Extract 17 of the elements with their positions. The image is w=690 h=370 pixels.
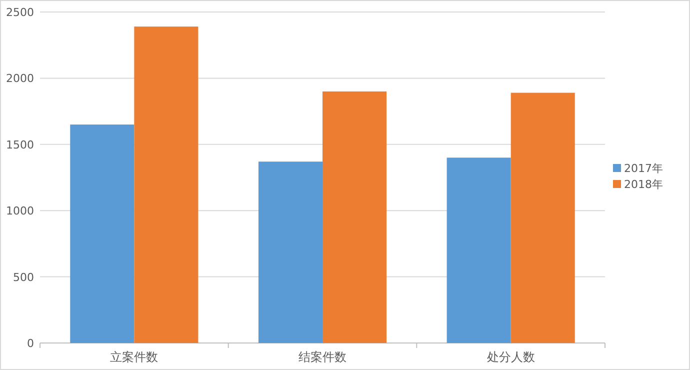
bar [134, 26, 198, 343]
y-tick-label: 1500 [6, 138, 34, 152]
y-tick-label: 500 [13, 270, 34, 284]
x-tick-label: 处分人数 [486, 350, 535, 364]
bar [322, 91, 387, 343]
legend-label: 2018年 [624, 178, 663, 191]
legend-label: 2017年 [624, 162, 663, 175]
bar [70, 124, 134, 343]
y-tick-label: 0 [27, 337, 34, 350]
y-tick-label: 2500 [6, 6, 34, 19]
x-tick-label: 结案件数 [298, 350, 346, 364]
bar [510, 92, 575, 343]
bar [258, 162, 322, 343]
x-tick-label: 立案件数 [110, 350, 158, 364]
y-tick-label: 1000 [6, 204, 34, 218]
y-tick-label: 2000 [6, 72, 34, 86]
bar [446, 158, 511, 343]
